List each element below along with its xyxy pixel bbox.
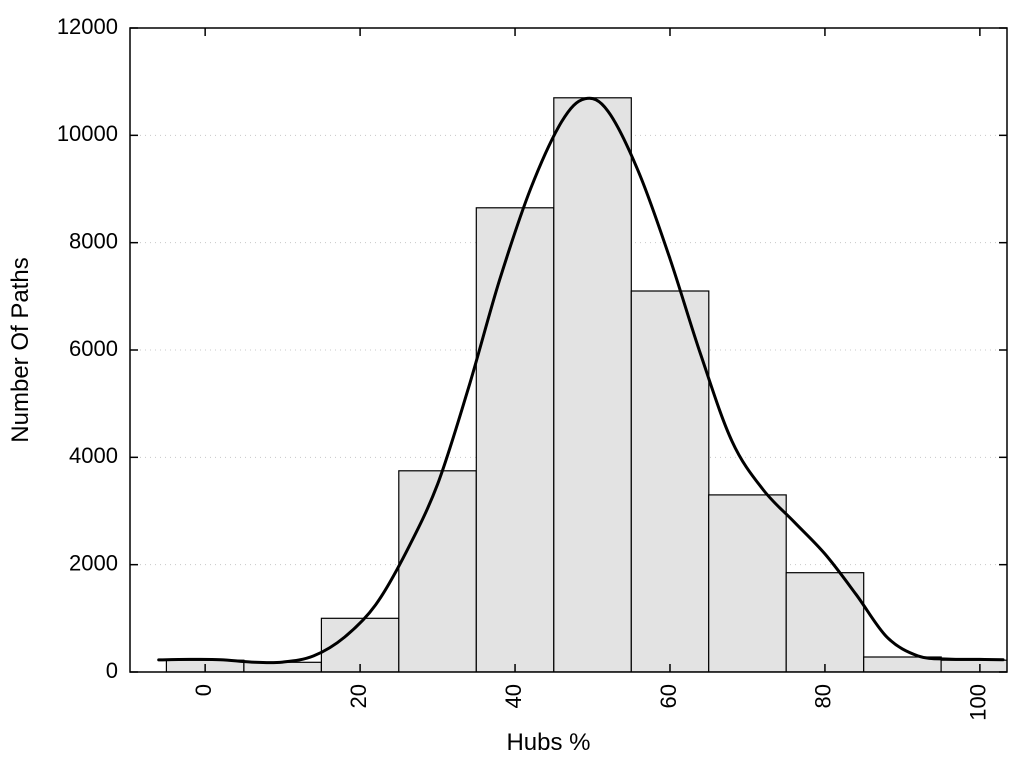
x-tick-label: 80 — [811, 684, 836, 708]
y-tick-label: 12000 — [57, 14, 118, 39]
density-curve-group — [157, 96, 1005, 665]
x-tick-label: 40 — [501, 684, 526, 708]
histogram-bar — [708, 494, 787, 672]
density-curve — [157, 96, 1005, 665]
y-tick-label: 2000 — [69, 550, 118, 575]
y-axis-title: Number Of Paths — [7, 257, 34, 442]
y-tick-label: 10000 — [57, 121, 118, 146]
x-tick-label: 100 — [966, 684, 991, 721]
x-axis-title: Hubs % — [506, 729, 590, 756]
y-tick-label: 4000 — [69, 443, 118, 468]
y-tick-label: 6000 — [69, 336, 118, 361]
y-tick-label: 8000 — [69, 228, 118, 253]
histogram-bars — [165, 97, 1007, 672]
x-tick-label: 20 — [346, 684, 371, 708]
x-tick-label: 0 — [191, 684, 216, 696]
histogram-bar — [475, 207, 555, 672]
y-tick-label: 0 — [106, 658, 118, 683]
histogram-bar — [553, 97, 632, 672]
x-tick-label: 60 — [656, 684, 681, 708]
histogram-bar — [630, 290, 710, 672]
histogram-bar — [398, 470, 477, 672]
